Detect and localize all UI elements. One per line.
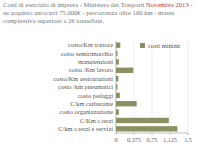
category-label: costo/Km trattore <box>68 41 113 48</box>
category-label: manutenzioni <box>78 58 113 65</box>
bar <box>116 43 120 48</box>
bar <box>116 109 119 114</box>
category-label: costo semirimorchio <box>61 50 113 57</box>
category-label: costo/Km assicurazioni <box>53 75 113 82</box>
x-axis <box>116 133 188 134</box>
category-label: C/km carburante <box>70 100 113 107</box>
bar <box>116 101 137 106</box>
bar <box>116 68 133 73</box>
tick-label: 0,375 <box>127 136 141 143</box>
title-block: Costi di esercizio di impresa - Minister… <box>3 1 197 25</box>
tick-label: 0,75 <box>147 136 158 143</box>
category-label: C/km c.terzi e servizi <box>58 125 113 132</box>
category-label: costo organizzazione <box>59 108 113 115</box>
bar <box>116 51 117 56</box>
category-label: costo /Km lavoro <box>69 66 113 73</box>
title: Costi di esercizio di impresa - Minister… <box>3 1 189 8</box>
bar <box>116 84 117 89</box>
grid-line <box>170 41 171 133</box>
category-label: costo /km pneumatici <box>58 83 113 90</box>
grid-line <box>188 41 189 133</box>
tick-label: 1,5 <box>184 136 192 143</box>
tick-label: 0 <box>114 136 117 143</box>
category-label: costo pedaggi <box>78 92 114 99</box>
bar <box>116 126 177 131</box>
legend-swatch <box>140 43 145 48</box>
bar <box>116 59 119 64</box>
bar <box>116 93 120 98</box>
tick-label: 1,125 <box>163 136 177 143</box>
legend-label: costi minimi <box>148 42 180 49</box>
bars <box>116 43 177 132</box>
bar <box>116 118 169 123</box>
category-label: C/Km c.terzi <box>80 117 113 124</box>
chart: 0 0,375 0,75 1,125 1,5 costo/Km trattore costo… <box>0 0 200 147</box>
bar <box>116 76 118 81</box>
subtitle: su acquisto autocarri 75.000€ - percorre… <box>3 9 174 24</box>
